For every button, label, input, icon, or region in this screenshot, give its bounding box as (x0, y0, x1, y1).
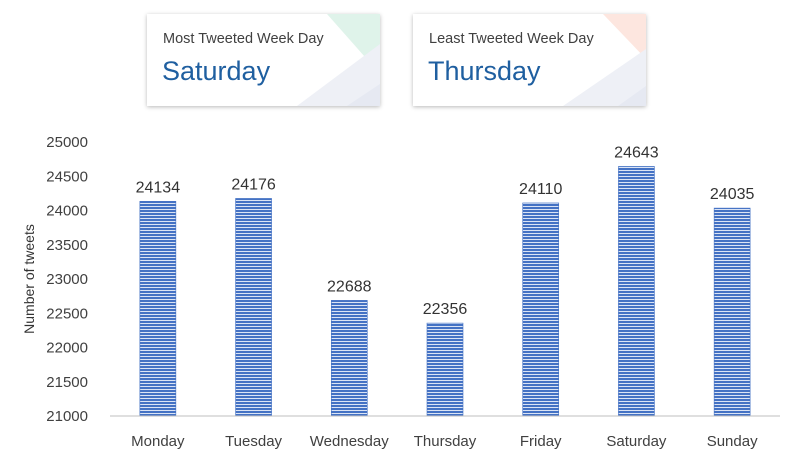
card-decoration (563, 14, 646, 106)
x-tick-label-sunday: Sunday (707, 433, 758, 450)
x-tick-label-wednesday: Wednesday (310, 433, 389, 450)
x-tick-label-tuesday: Tuesday (225, 433, 282, 450)
x-tick-label-thursday: Thursday (414, 433, 477, 450)
most-tweeted-card: Most Tweeted Week Day Saturday (147, 14, 380, 106)
bar-monday (139, 201, 177, 417)
bar-friday (522, 202, 560, 417)
data-label-saturday: 24643 (614, 144, 659, 161)
bar-saturday (618, 166, 655, 417)
y-axis: 21000 21500 22000 22500 23000 23500 24000 24500… (46, 134, 88, 425)
most-tweeted-title: Most Tweeted Week Day (163, 31, 324, 47)
y-tick-label: 21500 (46, 374, 88, 391)
least-tweeted-card: Least Tweeted Week Day Thursday (413, 14, 646, 106)
data-label-thursday: 22356 (423, 301, 468, 318)
y-tick-label: 23000 (46, 271, 88, 288)
x-tick-label-friday: Friday (520, 433, 562, 450)
bar-sunday (713, 207, 751, 417)
bar-tuesday (235, 198, 272, 417)
x-tick-label-monday: Monday (131, 433, 185, 450)
y-tick-label: 22500 (46, 305, 88, 322)
data-label-wednesday: 22688 (327, 278, 372, 295)
y-tick-label: 24000 (46, 203, 88, 220)
data-label-sunday: 24035 (710, 186, 755, 203)
y-tick-label: 24500 (46, 168, 88, 185)
y-tick-label: 23500 (46, 237, 88, 254)
y-tick-label: 22000 (46, 340, 88, 357)
bars: 24134 24176 22688 22356 24110 24643 24035 (136, 144, 755, 417)
x-axis: Monday Tuesday Wednesday Thursday Friday Satu… (131, 433, 758, 450)
least-tweeted-title: Least Tweeted Week Day (429, 31, 594, 47)
least-tweeted-value: Thursday (428, 56, 541, 86)
bar-wednesday (330, 300, 368, 417)
most-tweeted-value: Saturday (162, 56, 271, 86)
y-axis-title: Number of tweets (21, 224, 37, 334)
y-tick-label: 25000 (46, 134, 88, 151)
x-tick-label-saturday: Saturday (606, 433, 667, 450)
card-decoration (297, 14, 380, 106)
data-label-tuesday: 24176 (231, 176, 276, 193)
y-tick-label: 21000 (46, 408, 88, 425)
data-label-monday: 24134 (136, 179, 181, 196)
bar-thursday (426, 322, 464, 417)
data-label-friday: 24110 (519, 181, 562, 198)
